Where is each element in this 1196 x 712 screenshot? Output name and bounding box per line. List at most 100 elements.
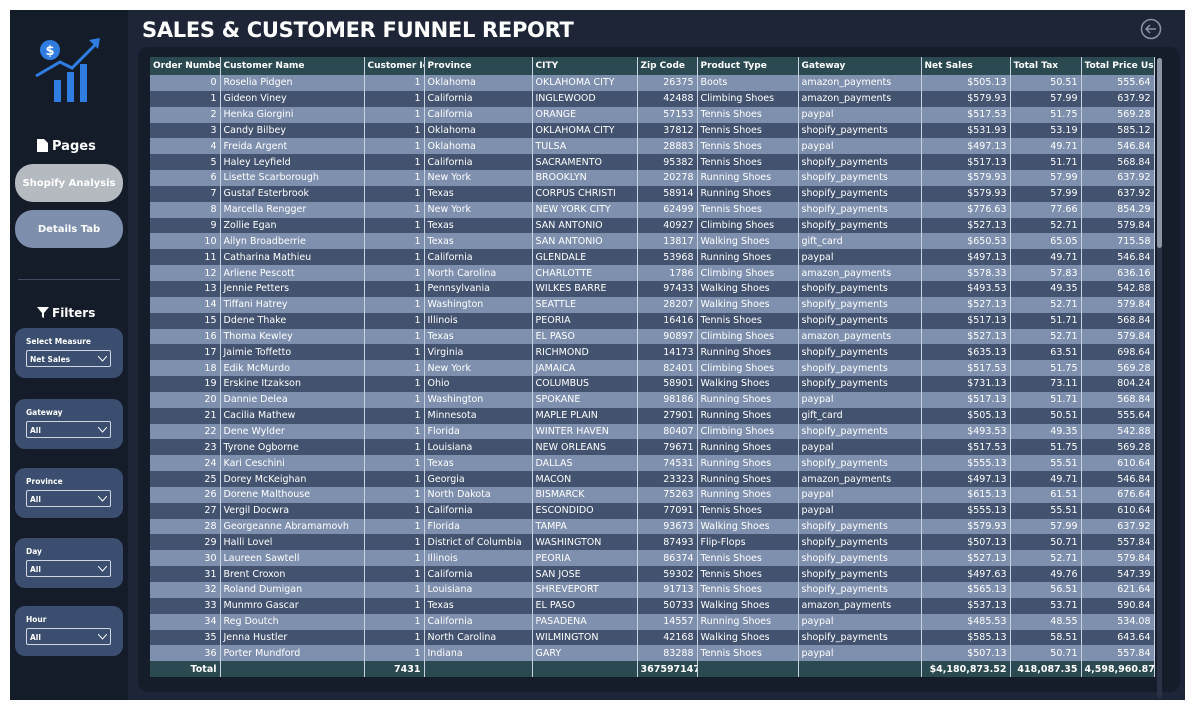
total-cell: Total: [150, 661, 221, 678]
table-cell: shopify_payments: [798, 423, 922, 440]
table-cell: 8: [150, 201, 221, 218]
table-cell: California: [424, 249, 533, 266]
table-cell: 555.64: [1081, 407, 1155, 424]
table-cell: 568.84: [1081, 154, 1155, 171]
table-cell: 57153: [637, 106, 698, 123]
table-cell: shopify_payments: [798, 629, 922, 646]
table-cell: Tennis Shoes: [697, 502, 799, 519]
table-cell: 49.35: [1010, 423, 1082, 440]
scrollbar[interactable]: [1157, 58, 1162, 698]
table-cell: Roselia Pidgen: [220, 75, 365, 91]
table-cell: Roland Dumigan: [220, 582, 365, 598]
svg-text:$: $: [45, 44, 54, 59]
table-cell: 1: [364, 328, 425, 345]
table-cell: North Carolina: [424, 265, 533, 281]
table-cell: 6: [150, 170, 221, 186]
table-cell: $485.53: [921, 613, 1011, 630]
table-cell: 1: [364, 185, 425, 202]
table-cell: $650.53: [921, 233, 1011, 250]
table-cell: PEORIA: [532, 550, 638, 567]
table-cell: Flip-Flops: [697, 534, 799, 551]
table-cell: 25: [150, 471, 221, 487]
table-cell: 28207: [637, 296, 698, 313]
table-row: 1 Gideon Viney 1 California INGLEWOOD 42488 Cl…: [150, 90, 1155, 107]
table-cell: 56.51: [1010, 582, 1082, 598]
column-header: Total Price Usd: [1081, 57, 1155, 75]
table-cell: Erskine Itzakson: [220, 376, 365, 392]
column-header: Order Number: [150, 57, 221, 75]
slicer-dropdown[interactable]: All: [26, 560, 111, 577]
table-cell: $635.13: [921, 344, 1011, 361]
table-cell: 51.75: [1010, 360, 1082, 377]
table-cell: Tennis Shoes: [697, 122, 799, 139]
table-cell: $578.33: [921, 265, 1011, 281]
table-cell: Running Shoes: [697, 486, 799, 503]
table-row: 12 Arliene Pescott 1 North Carolina CHARLOTT…: [150, 265, 1155, 281]
table-cell: Thoma Kewley: [220, 328, 365, 345]
table-row: 17 Jaimie Toffetto 1 Virginia RICHMOND 14173 R…: [150, 344, 1155, 361]
table-cell: 49.71: [1010, 249, 1082, 266]
table-cell: Running Shoes: [697, 391, 799, 408]
slicer: Hour All: [15, 606, 123, 656]
table-cell: 534.08: [1081, 613, 1155, 630]
table-cell: Texas: [424, 217, 533, 234]
table-cell: 579.84: [1081, 328, 1155, 345]
table-cell: shopify_payments: [798, 360, 922, 377]
table-cell: shopify_payments: [798, 534, 922, 551]
slicer-dropdown[interactable]: All: [26, 490, 111, 507]
table-cell: Texas: [424, 597, 533, 614]
table-row: 30 Laureen Sawtell 1 Illinois PEORIA 86374 Ten…: [150, 550, 1155, 567]
table-row: 29 Halli Lovel 1 District of Columbia WASHIN…: [150, 534, 1155, 551]
table-cell: 1: [364, 249, 425, 266]
table-cell: 14: [150, 296, 221, 313]
table-cell: 637.92: [1081, 185, 1155, 202]
table-cell: CORPUS CHRISTI: [532, 185, 638, 202]
table-cell: 11: [150, 249, 221, 266]
table-cell: Kari Ceschini: [220, 455, 365, 472]
table-cell: 24: [150, 455, 221, 472]
table-cell: 90897: [637, 328, 698, 345]
table-cell: 547.39: [1081, 566, 1155, 582]
table-cell: 58901: [637, 376, 698, 392]
table-cell: ESCONDIDO: [532, 502, 638, 519]
table-cell: 62499: [637, 201, 698, 218]
slicer-dropdown[interactable]: All: [26, 421, 111, 438]
table-cell: 86374: [637, 550, 698, 567]
table-cell: Cacilia Mathew: [220, 407, 365, 424]
table-cell: paypal: [798, 391, 922, 408]
table-cell: California: [424, 613, 533, 630]
table-cell: 1: [364, 233, 425, 250]
table-row: 5 Haley Leyfield 1 California SACRAMENTO 9538…: [150, 154, 1155, 171]
table-cell: 585.12: [1081, 122, 1155, 139]
table-cell: 33: [150, 597, 221, 614]
table-cell: $527.13: [921, 328, 1011, 345]
page-button[interactable]: Shopify Analysis: [15, 164, 123, 202]
slicer-dropdown[interactable]: Net Sales: [26, 350, 111, 367]
table-cell: $615.13: [921, 486, 1011, 503]
table-cell: 51.71: [1010, 154, 1082, 171]
table-cell: $555.13: [921, 455, 1011, 472]
table-cell: 50.71: [1010, 645, 1082, 662]
back-button[interactable]: [1140, 18, 1162, 40]
table-cell: shopify_payments: [798, 201, 922, 218]
table-cell: Tennis Shoes: [697, 550, 799, 567]
table-cell: 37812: [637, 122, 698, 139]
total-cell: [697, 661, 799, 678]
table-cell: amazon_payments: [798, 75, 922, 91]
table-cell: 1: [364, 629, 425, 646]
table-cell: Reg Doutch: [220, 613, 365, 630]
table-cell: Tennis Shoes: [697, 312, 799, 329]
table-cell: Laureen Sawtell: [220, 550, 365, 567]
page-button[interactable]: Details Tab: [15, 210, 123, 248]
table-cell: 579.84: [1081, 550, 1155, 567]
table-cell: 13817: [637, 233, 698, 250]
table-cell: 57.99: [1010, 170, 1082, 186]
table-cell: 5: [150, 154, 221, 171]
table-cell: 52.71: [1010, 328, 1082, 345]
table-cell: Tennis Shoes: [697, 566, 799, 582]
table-cell: 7: [150, 185, 221, 202]
page-icon: [37, 139, 48, 152]
table-cell: 14173: [637, 344, 698, 361]
table-cell: RICHMOND: [532, 344, 638, 361]
slicer-dropdown[interactable]: All: [26, 628, 111, 645]
